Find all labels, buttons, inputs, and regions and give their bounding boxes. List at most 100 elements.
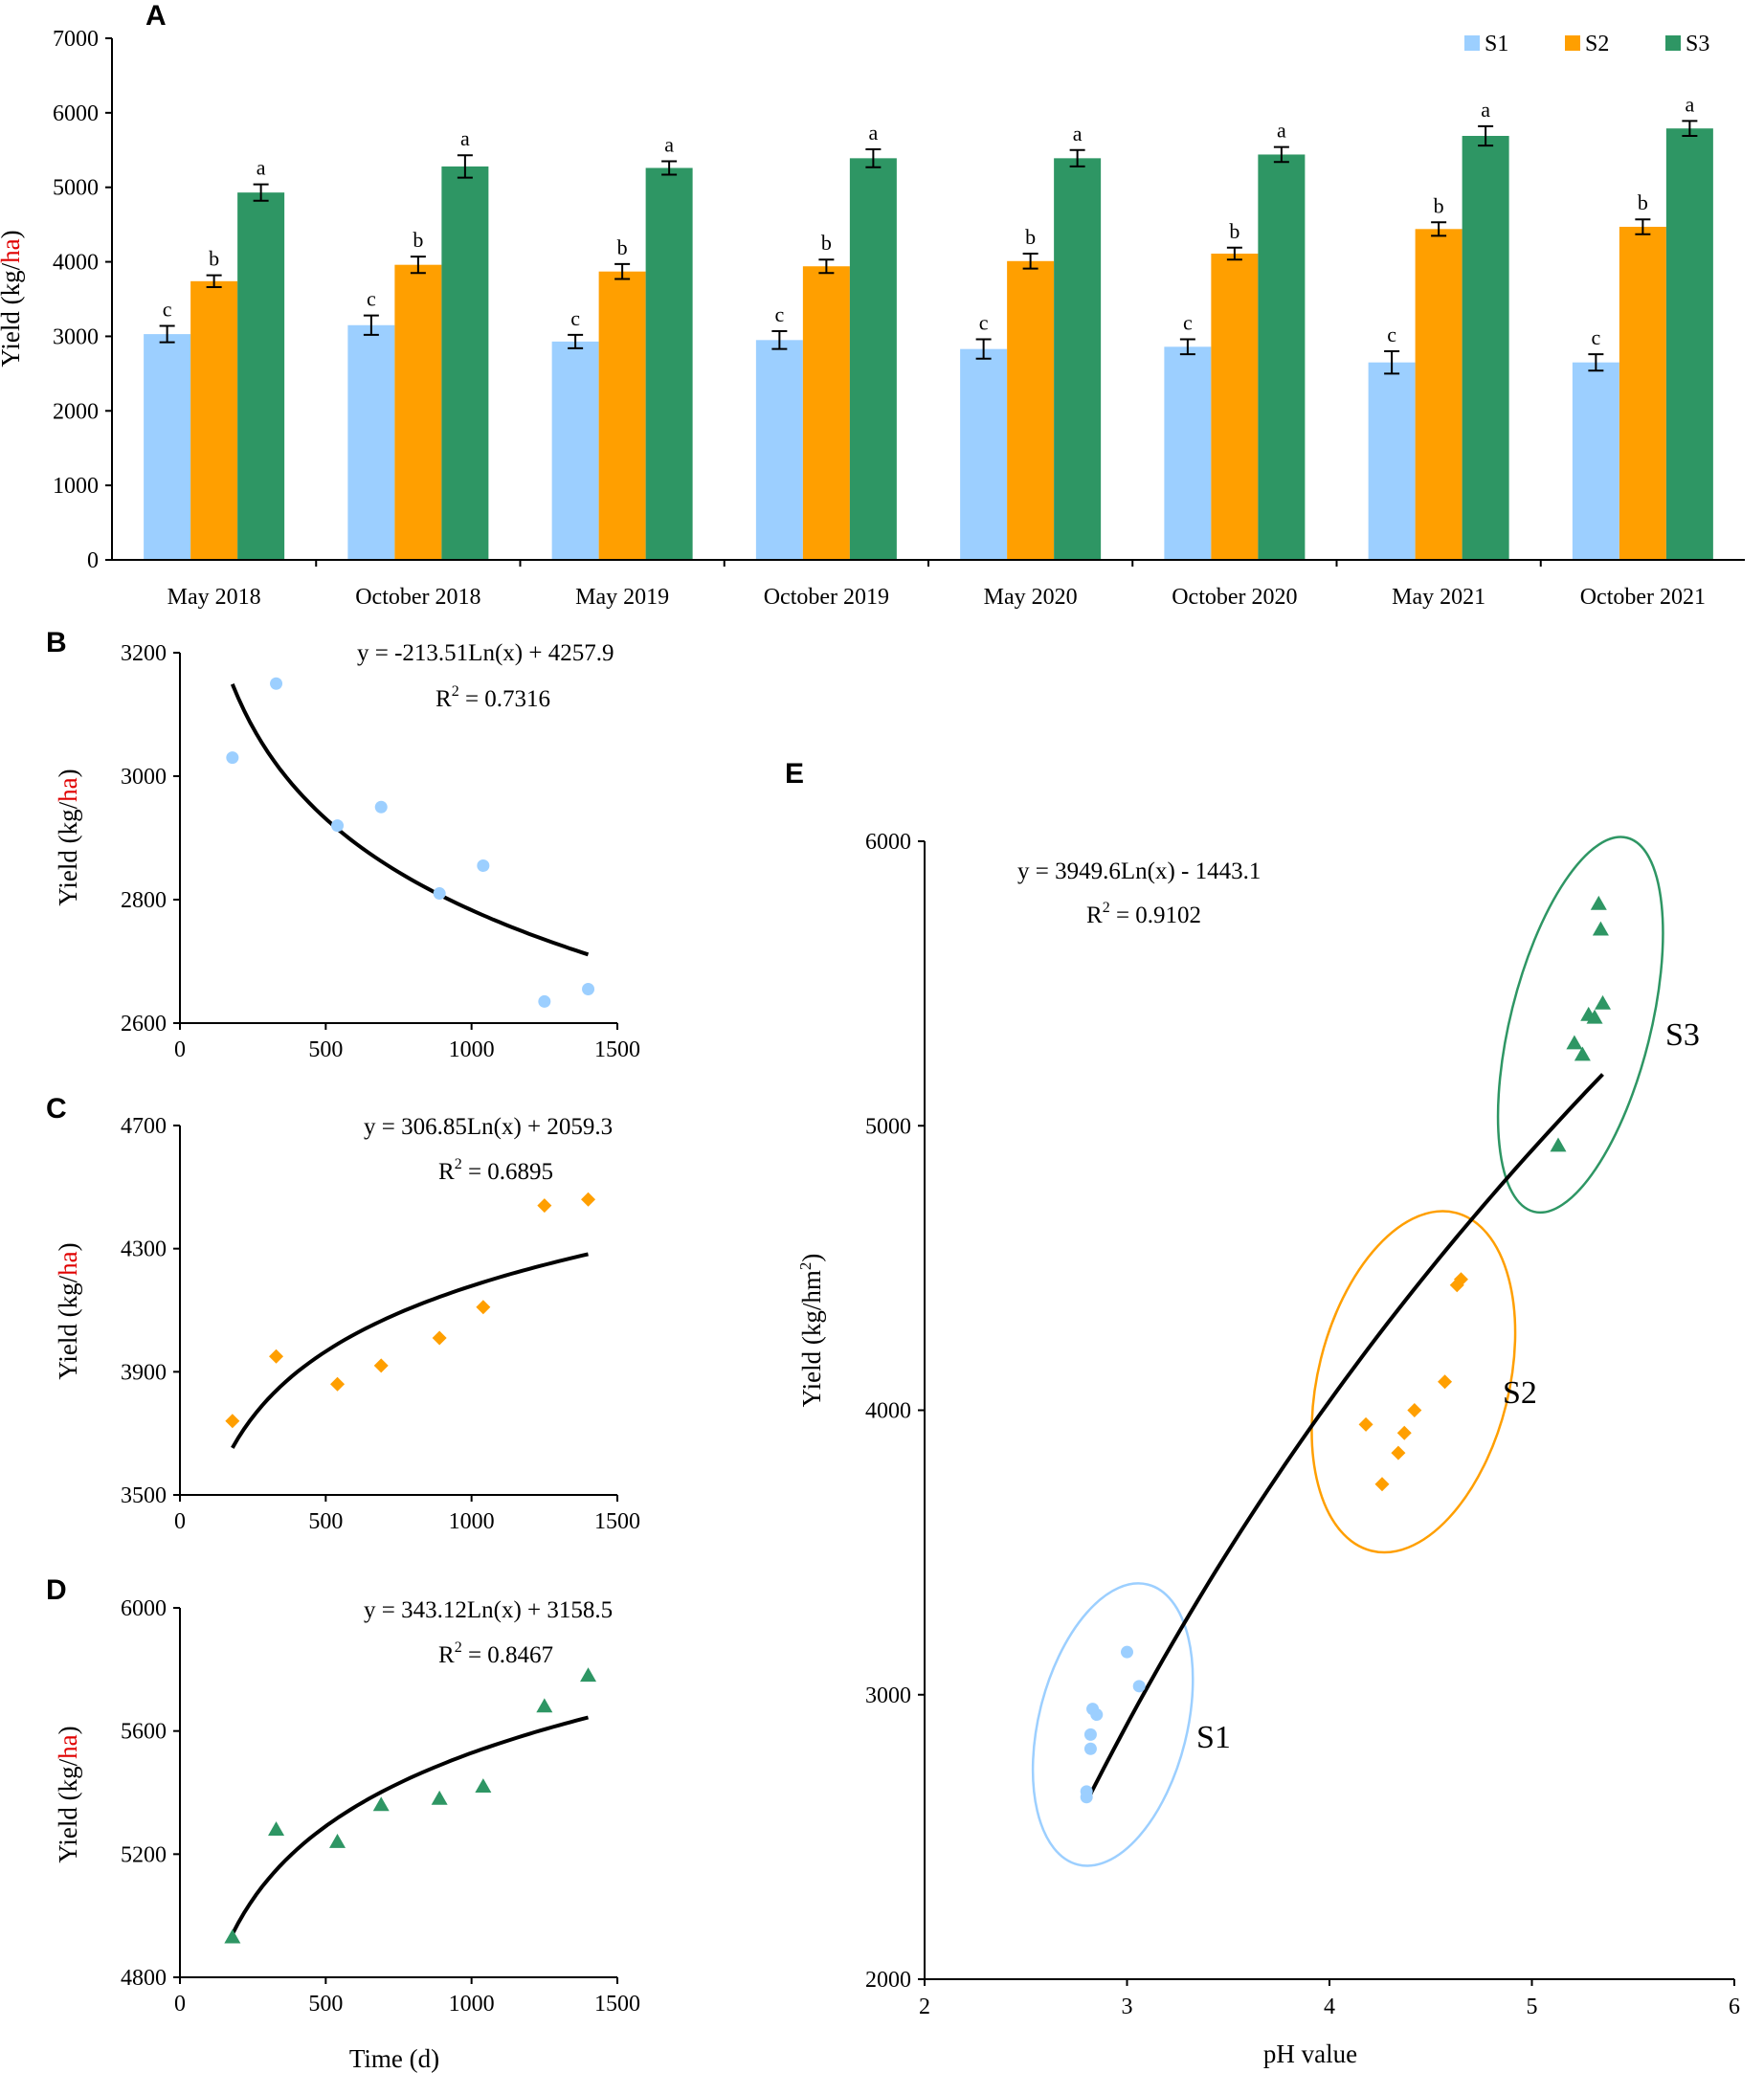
legend-s2-swatch [1565, 35, 1580, 51]
cluster-label-s1: S1 [1196, 1720, 1231, 1755]
data-point-s3 [1550, 1137, 1567, 1152]
y-tick-label: 5600 [121, 1720, 167, 1745]
x-tick-label: 1000 [449, 1509, 495, 1534]
y-tick-label: 3200 [121, 641, 167, 666]
panel-a-bar-chart: A c b a c b a c b a c b a c b a c b a c b a c b a 0 1000 2000 3000… [0, 0, 1745, 610]
panel-c-y-axis-title: Yield (kg/ha) [54, 1242, 82, 1379]
panel-e-y-axis-title: Yield (kg/hm2) [796, 1254, 826, 1408]
data-point-s1 [374, 800, 388, 814]
data-point-s3 [475, 1778, 492, 1793]
bar-s2 [598, 271, 646, 560]
x-tick-label: 5 [1527, 1995, 1538, 2019]
bar-s2 [1415, 229, 1463, 561]
y-tick-label: 6000 [53, 101, 99, 126]
panel-c-scatter-s2: C y = 306.85Ln(x) + 2059.3 R2 = 0.6895 Y… [46, 1093, 640, 1534]
data-point-s1 [226, 751, 239, 765]
y-tick-label: 4300 [121, 1237, 167, 1262]
significance-letter: a [1277, 119, 1286, 143]
significance-letter: c [979, 311, 989, 335]
significance-letter: c [570, 306, 580, 330]
data-point-s2 [537, 1198, 552, 1214]
x-tick-label: 3 [1122, 1995, 1133, 2019]
data-point-s3 [224, 1928, 241, 1944]
x-tick-label: October 2019 [764, 585, 889, 610]
legend-s2-label: S2 [1585, 32, 1609, 56]
bar-s1 [1572, 362, 1619, 560]
data-point-s1 [1083, 1728, 1097, 1741]
x-tick-label: May 2019 [575, 585, 669, 610]
bar-s2 [1211, 254, 1259, 560]
bar-s1 [1164, 346, 1212, 560]
y-tick-label: 7000 [53, 27, 99, 52]
y-tick-label: 2800 [121, 888, 167, 913]
data-point-s2 [373, 1358, 389, 1373]
data-point-s2 [1358, 1416, 1373, 1432]
significance-letter: b [1229, 219, 1239, 243]
data-point-s1 [477, 859, 490, 873]
significance-letter: c [774, 302, 784, 326]
x-tick-label: 1500 [594, 1992, 640, 2017]
panel-a-legend: S1 S2 S3 [1464, 32, 1709, 56]
bar-s1 [1368, 362, 1416, 560]
significance-letter: c [367, 287, 376, 311]
x-tick-label: 1000 [449, 1037, 495, 1062]
panel-c-label: C [46, 1093, 67, 1125]
trend-line [231, 1252, 589, 1449]
x-tick-label: October 2021 [1580, 585, 1706, 610]
data-point-s1 [1121, 1645, 1133, 1659]
data-point-s2 [1374, 1477, 1390, 1492]
data-point-s3 [329, 1833, 346, 1848]
y-tick-label: 2600 [121, 1012, 167, 1036]
x-tick-label: May 2021 [1392, 585, 1485, 610]
significance-letter: a [1685, 92, 1694, 116]
significance-letter: c [1591, 325, 1600, 349]
panel-e-equation: y = 3949.6Ln(x) - 1443.1 [1017, 858, 1261, 884]
x-tick-label: 6 [1729, 1995, 1740, 2019]
data-point-s3 [536, 1698, 553, 1713]
panel-e-plot-area: 2000 3000 4000 5000 6000 2 3 4 5 6 [865, 830, 1740, 2019]
significance-letter: b [209, 247, 219, 271]
bar-s3 [1258, 154, 1306, 560]
cluster-label-s3: S3 [1665, 1017, 1700, 1053]
significance-letter: b [617, 235, 628, 259]
bar-s1 [960, 348, 1008, 560]
data-point-s3 [1590, 895, 1607, 910]
x-tick-label: 0 [174, 1509, 186, 1534]
y-tick-label: 4000 [865, 1399, 911, 1424]
y-tick-label: 3000 [121, 765, 167, 790]
x-tick-label: 500 [308, 1992, 343, 2017]
y-tick-label: 1000 [53, 474, 99, 499]
x-tick-label: October 2020 [1172, 585, 1297, 610]
legend-s3-swatch [1665, 35, 1681, 51]
data-point-s2 [1453, 1272, 1468, 1287]
significance-letter: c [163, 298, 172, 322]
y-tick-label: 3000 [865, 1683, 911, 1708]
significance-letter: b [1025, 225, 1036, 249]
panel-b-plot-area: 2600 2800 3000 3200 0 500 1000 1500 [121, 641, 640, 1062]
panel-a-bars [144, 128, 1713, 561]
significance-letter: b [1638, 190, 1648, 214]
panel-e-x-axis-title: pH value [1263, 2040, 1357, 2068]
data-point-s2 [1391, 1445, 1406, 1460]
data-point-s2 [330, 1376, 346, 1392]
bar-s2 [1619, 226, 1666, 560]
panel-a-y-axis-title: Yield (kg/ha) [0, 230, 25, 367]
panel-d-plot-area: 4800 5200 5600 6000 0 500 1000 1500 [121, 1596, 640, 2017]
x-tick-label: 0 [174, 1037, 186, 1062]
data-point-s1 [1083, 1742, 1097, 1755]
x-tick-label: 1500 [594, 1509, 640, 1534]
panel-a-y-ticks: 0 1000 2000 3000 4000 5000 6000 7000 [53, 27, 112, 573]
x-tick-label: May 2018 [167, 585, 261, 610]
bar-s2 [1007, 260, 1055, 560]
panel-d-r-squared: R2 = 0.8467 [438, 1639, 553, 1668]
data-point-s2 [581, 1192, 596, 1207]
y-tick-label: 2000 [865, 1968, 911, 1993]
bar-s1 [144, 334, 191, 560]
y-tick-label: 2000 [53, 399, 99, 424]
panel-d-equation: y = 343.12Ln(x) + 3158.5 [364, 1597, 613, 1623]
y-tick-label: 5000 [53, 176, 99, 201]
data-point-s3 [1586, 1009, 1603, 1024]
significance-letter: b [413, 228, 423, 252]
y-tick-label: 6000 [121, 1596, 167, 1621]
